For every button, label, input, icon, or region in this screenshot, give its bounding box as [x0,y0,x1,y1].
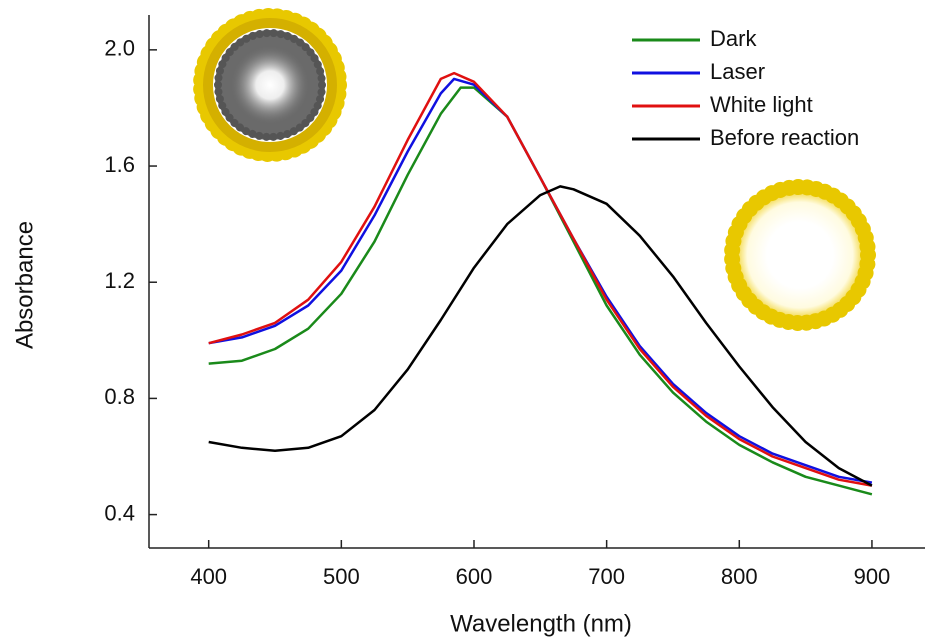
x-tick-label: 500 [323,564,360,589]
x-tick-label: 700 [588,564,625,589]
y-tick-label: 1.2 [104,268,135,293]
x-axis-label: Wavelength (nm) [450,610,632,637]
legend-label: Before reaction [710,125,859,150]
y-axis-label: Absorbance [11,221,38,349]
series-line [208,185,873,487]
y-tick-label: 2.0 [104,36,135,61]
legend-label: White light [710,92,813,117]
series-line [208,71,873,487]
legend-label: Laser [710,59,765,84]
y-tick-label: 1.6 [104,152,135,177]
y-tick-label: 0.8 [104,384,135,409]
x-tick-label: 600 [456,564,493,589]
legend-label: Dark [710,26,757,51]
particle-core-shell [193,8,347,162]
x-tick-label: 400 [190,564,227,589]
x-tick-label: 800 [721,564,758,589]
x-tick-label: 900 [854,564,891,589]
y-tick-label: 0.4 [104,500,135,525]
particle-hollow-shell [724,179,876,331]
